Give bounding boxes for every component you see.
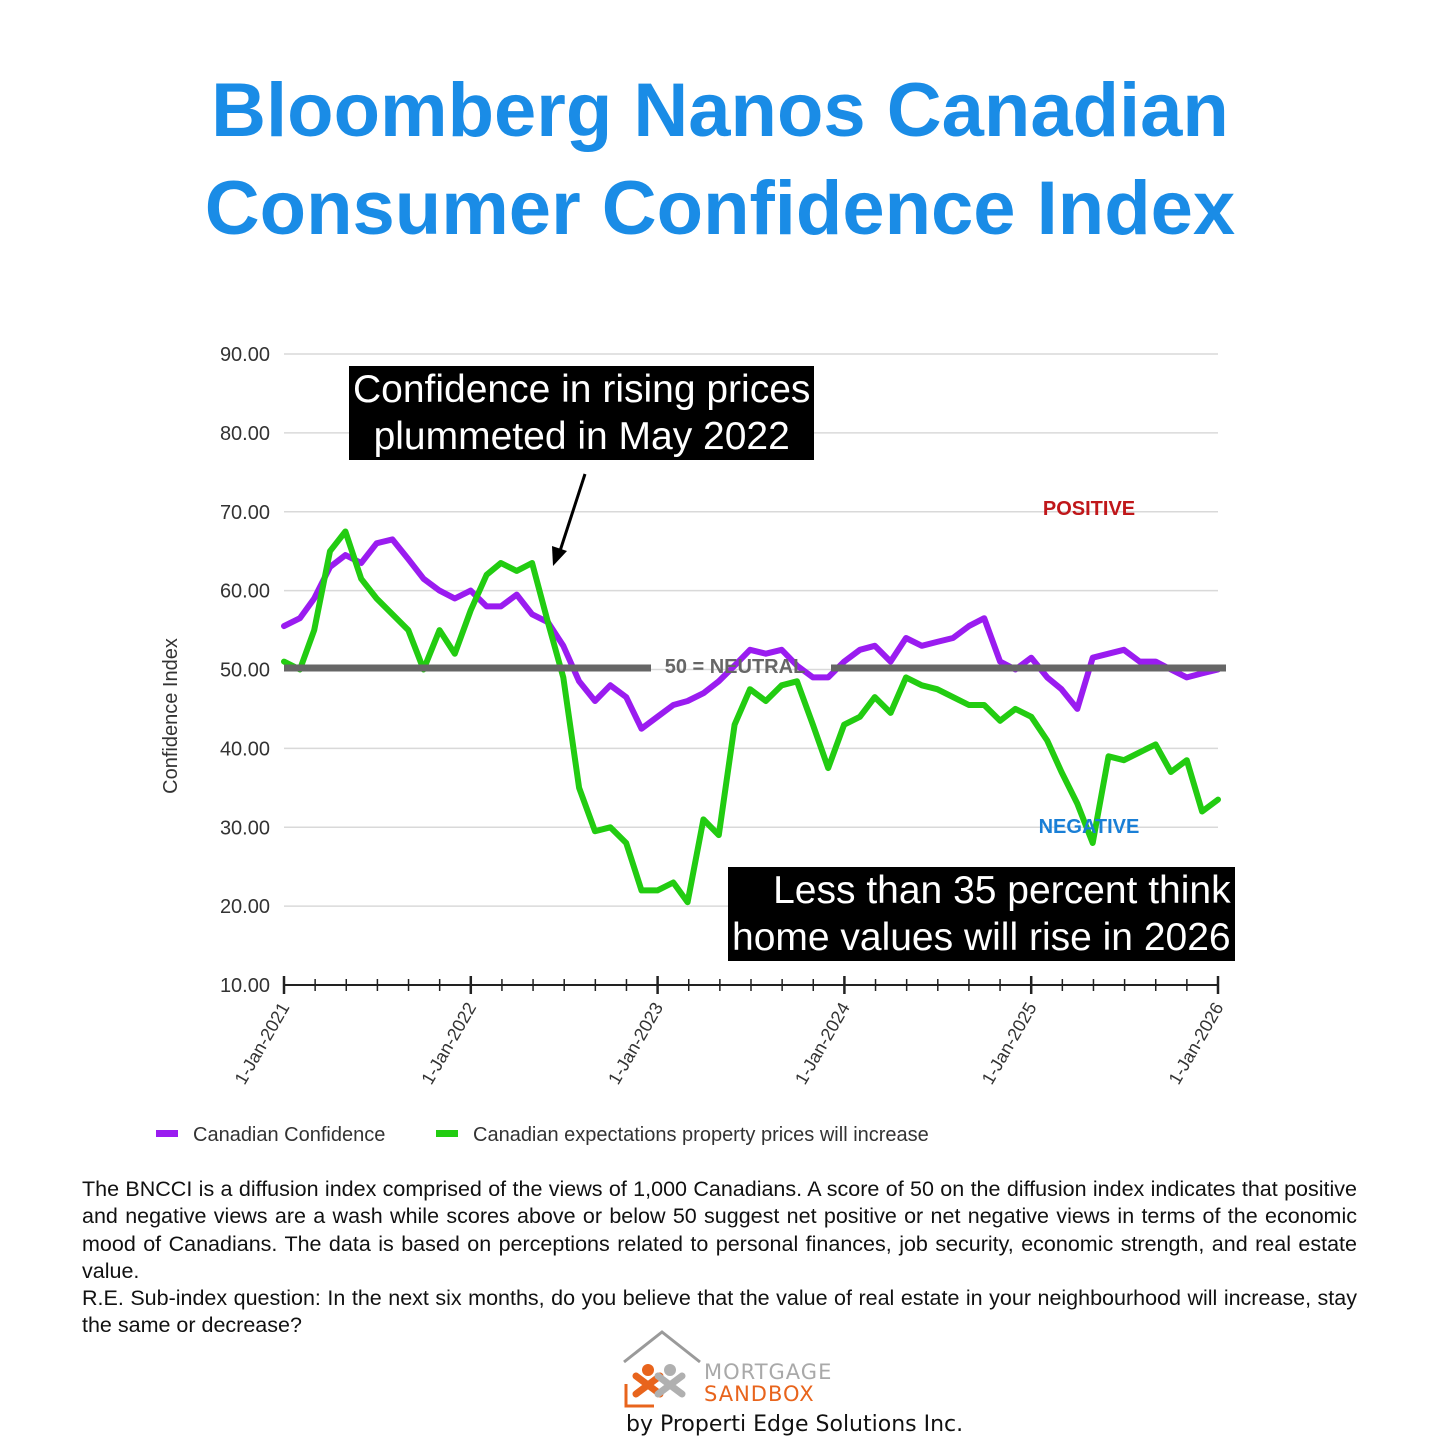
legend-label-expectations: Canadian expectations property prices wi… — [473, 1124, 929, 1146]
x-tick-label: 1-Jan-2026 — [1165, 999, 1228, 1088]
title-line-1: Bloomberg Nanos Canadian — [211, 68, 1229, 153]
title-line-2: Consumer Confidence Index — [204, 166, 1236, 251]
x-axis: 1-Jan-2021 1-Jan-2022 1-Jan-2023 1-Jan-2024… — [231, 976, 1228, 1088]
logo-byline: by Properti Edge Solutions Inc. — [626, 1412, 964, 1437]
negative-label: NEGATIVE — [1039, 816, 1140, 838]
y-axis-label: Confidence Index — [160, 638, 182, 794]
y-tick-label: 70.00 — [220, 502, 270, 524]
y-tick-label: 20.00 — [220, 896, 270, 918]
footnote-paragraph-1: The BNCCI is a diffusion index comprised… — [82, 1177, 1357, 1283]
page-title: Bloomberg Nanos Canadian Consumer Confid… — [0, 62, 1440, 258]
y-axis-ticks: 90.00 80.00 70.00 60.00 50.00 40.00 30.00 20.00… — [220, 344, 270, 997]
legend-label-confidence: Canadian Confidence — [193, 1124, 385, 1146]
y-tick-label: 10.00 — [220, 975, 270, 997]
neutral-reference: 50 = NEUTRAL — [284, 656, 1226, 678]
y-tick-label: 60.00 — [220, 581, 270, 603]
brand-logo: MORTGAGE SANDBOX by Properti Edge Soluti… — [618, 1328, 963, 1440]
logo-word-sandbox: SANDBOX — [704, 1382, 815, 1406]
positive-label: POSITIVE — [1043, 498, 1135, 520]
callout-bottom: Less than 35 percent think home values w… — [728, 867, 1235, 961]
legend-swatch-expectations — [436, 1130, 458, 1137]
chart: 90.00 80.00 70.00 60.00 50.00 40.00 30.00 20.00… — [156, 344, 1228, 1146]
callout-bottom-line-2: home values will rise in 2026 — [732, 916, 1231, 959]
callout-top-line-2: plummeted in May 2022 — [373, 415, 790, 458]
legend-swatch-confidence — [156, 1130, 178, 1137]
x-tick-label: 1-Jan-2023 — [604, 999, 667, 1088]
series-lines — [281, 528, 1221, 906]
y-tick-label: 50.00 — [220, 660, 270, 682]
y-tick-label: 40.00 — [220, 738, 270, 760]
legend: Canadian Confidence Canadian expectation… — [156, 1124, 929, 1146]
arrow-annotation — [552, 473, 587, 566]
x-tick-label: 1-Jan-2022 — [417, 999, 480, 1088]
callout-bottom-line-1: Less than 35 percent think — [773, 869, 1231, 912]
callout-top-line-1: Confidence in rising prices — [353, 368, 811, 411]
y-tick-label: 80.00 — [220, 423, 270, 445]
y-tick-label: 30.00 — [220, 817, 270, 839]
footnote-paragraph-2: R.E. Sub-index question: In the next six… — [82, 1286, 1357, 1338]
series-line-expectations — [281, 528, 1221, 906]
series-line-confidence — [281, 536, 1221, 732]
x-tick-label: 1-Jan-2021 — [231, 999, 294, 1088]
y-tick-label: 90.00 — [220, 344, 270, 366]
neutral-label: 50 = NEUTRAL — [665, 656, 806, 678]
x-tick-label: 1-Jan-2025 — [978, 999, 1041, 1088]
x-tick-label: 1-Jan-2024 — [791, 999, 854, 1088]
logo-word-mortgage: MORTGAGE — [704, 1360, 833, 1384]
footnote: The BNCCI is a diffusion index comprised… — [82, 1176, 1357, 1340]
house-logo-icon — [623, 1330, 701, 1408]
callout-top: Confidence in rising prices plummeted in… — [349, 366, 815, 460]
